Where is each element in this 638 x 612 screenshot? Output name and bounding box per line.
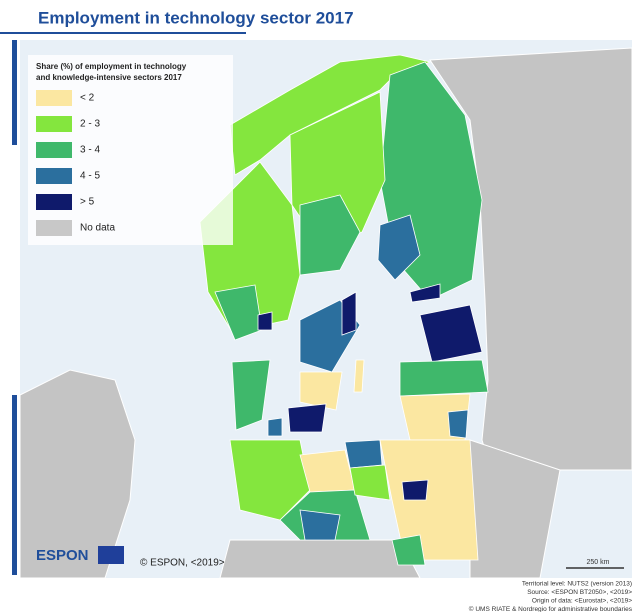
side-bar	[12, 395, 17, 575]
region	[231, 359, 271, 431]
legend-swatch	[36, 194, 72, 210]
region	[299, 509, 341, 541]
map-title: Employment in technology sector 2017	[38, 8, 354, 27]
credit: © ESPON, <2019>	[140, 558, 225, 569]
footer-line: © UMS RIATE & Nordregio for administrati…	[469, 605, 633, 612]
region	[341, 291, 357, 336]
legend-swatch	[36, 142, 72, 158]
side-bar	[12, 40, 17, 145]
region	[299, 371, 343, 411]
united-kingdom	[19, 369, 136, 579]
legend-label: > 5	[80, 197, 95, 208]
footer-line: Territorial level: NUTS2 (version 2013)	[522, 581, 632, 588]
region	[353, 359, 365, 393]
legend-swatch	[36, 90, 72, 106]
region	[299, 194, 361, 276]
central-europe	[219, 539, 421, 579]
region	[229, 54, 432, 176]
region	[349, 464, 391, 501]
legend-label: 2 - 3	[80, 119, 100, 130]
legend-swatch	[36, 168, 72, 184]
eu-flag	[98, 546, 124, 564]
no-data-land	[19, 47, 633, 579]
region	[267, 417, 283, 437]
legend-label: No data	[80, 223, 115, 234]
region	[447, 409, 469, 439]
footer-line: Source: <ESPON BT2050>, <2019>	[527, 589, 632, 596]
region	[419, 304, 483, 363]
region	[399, 359, 489, 397]
region	[257, 311, 273, 331]
legend-label: 3 - 4	[80, 145, 100, 156]
legend-title: Share (%) of employment in technology	[36, 62, 187, 71]
legend-swatch	[36, 116, 72, 132]
legend-label: 4 - 5	[80, 171, 100, 182]
footer-line: Origin of data: <Eurostat>, <2019>	[532, 598, 632, 605]
scale-label: 250 km	[587, 559, 610, 566]
regions	[199, 54, 489, 566]
legend-title: and knowledge-intensive sectors 2017	[36, 73, 182, 82]
region	[344, 439, 383, 469]
legend-swatch	[36, 220, 72, 236]
region	[391, 534, 426, 566]
footer: Territorial level: NUTS2 (version 2013)S…	[469, 581, 633, 612]
legend: Share (%) of employment in technology and…	[36, 62, 187, 236]
region	[287, 403, 327, 433]
legend-label: < 2	[80, 93, 95, 104]
region	[379, 439, 479, 561]
region	[409, 283, 441, 303]
logo: ESPON	[36, 547, 89, 564]
region	[377, 214, 421, 281]
region	[229, 439, 311, 521]
region	[401, 479, 429, 501]
region	[299, 449, 356, 493]
